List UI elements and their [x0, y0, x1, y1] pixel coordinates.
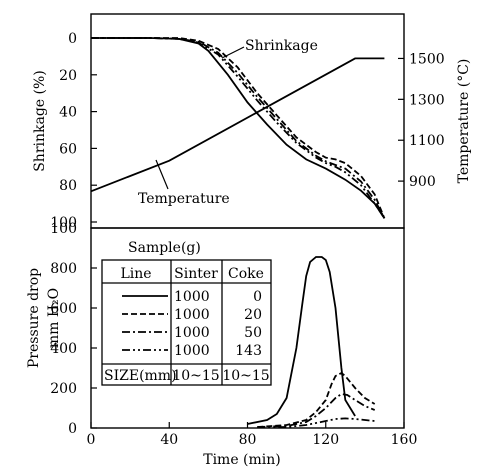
shrinkage-line-solid — [91, 37, 386, 219]
pressure-line-dash-dot — [257, 393, 376, 428]
x-tick-label: 40 — [160, 432, 178, 448]
top-left-tick-label: 40 — [59, 105, 77, 121]
bottom-y-axis-label: Pressure drop — [26, 268, 42, 368]
x-tick-label: 80 — [239, 432, 257, 448]
bottom-y-tick-label: 200 — [50, 381, 77, 397]
x-tick-label: 160 — [391, 432, 418, 448]
legend-size-sinter: 10~15 — [172, 368, 219, 384]
legend-row-sinter: 1000 — [174, 289, 210, 305]
top-left-tick-label: 100 — [50, 221, 77, 237]
annotation-shrinkage: Shrinkage — [245, 38, 318, 54]
bottom-y-tick-label: 600 — [50, 301, 77, 317]
legend-table: Sample(g) Line Sinter Coke 1000 0 1000 2… — [101, 240, 272, 386]
shrinkage-line-dash-dot — [91, 37, 386, 219]
legend-row-coke: 50 — [244, 325, 262, 341]
x-tick-label: 0 — [87, 432, 96, 448]
top-left-axis-label: Shrinkage (%) — [32, 70, 48, 172]
pressure-line-dash-dot-dot — [257, 417, 375, 429]
legend-row-coke: 143 — [235, 343, 262, 359]
pressure-line-dashed — [257, 371, 376, 428]
legend-size-coke: 10~15 — [222, 368, 269, 384]
top-right-tick-label: 1100 — [409, 133, 445, 149]
legend-row-coke: 20 — [244, 307, 262, 323]
top-left-tick-label: 20 — [59, 68, 77, 84]
bottom-panel-curves — [247, 256, 376, 429]
shrinkage-line-dashed — [91, 37, 386, 219]
top-panel-ticks: 0 20 40 60 80 100 900 1100 1300 1500 — [50, 31, 444, 231]
legend-row-sinter: 1000 — [174, 307, 210, 323]
top-left-tick-label: 60 — [59, 141, 77, 157]
legend-row-sinter: 1000 — [174, 325, 210, 341]
pressure-line-solid — [247, 256, 356, 425]
top-left-tick-label: 80 — [59, 178, 77, 194]
temperature-line — [90, 57, 385, 193]
bottom-y-tick-label: 0 — [68, 421, 77, 437]
annotation-temperature: Temperature — [138, 191, 230, 207]
x-tick-label: 120 — [312, 432, 339, 448]
top-left-tick-label: 0 — [68, 31, 77, 47]
shrinkage-line-dash-dot-dot — [91, 37, 386, 219]
legend-row-coke: 0 — [253, 289, 262, 305]
legend-table-border — [101, 259, 272, 386]
legend-header-line: Line — [120, 266, 151, 282]
legend-header-sinter: Sinter — [174, 266, 218, 282]
legend-header-coke: Coke — [228, 266, 264, 282]
top-left-tick-label: 100 — [50, 215, 77, 231]
x-axis-label: Time (min) — [203, 452, 281, 468]
top-right-axis-label: Temperature (°C) — [456, 59, 472, 184]
bottom-y-tick-label: 400 — [50, 341, 77, 357]
top-right-tick-label: 1300 — [409, 92, 445, 108]
legend-size-label: SIZE(mm) — [104, 368, 177, 384]
top-right-tick-label: 1500 — [409, 51, 445, 67]
legend-table-title: Sample(g) — [128, 240, 201, 256]
bottom-y-axis-unit: mm H₂O — [46, 288, 62, 348]
bottom-y-tick-label: 800 — [50, 261, 77, 277]
legend-row-sinter: 1000 — [174, 343, 210, 359]
top-panel-curves — [90, 37, 386, 219]
top-right-tick-label: 900 — [409, 174, 436, 190]
